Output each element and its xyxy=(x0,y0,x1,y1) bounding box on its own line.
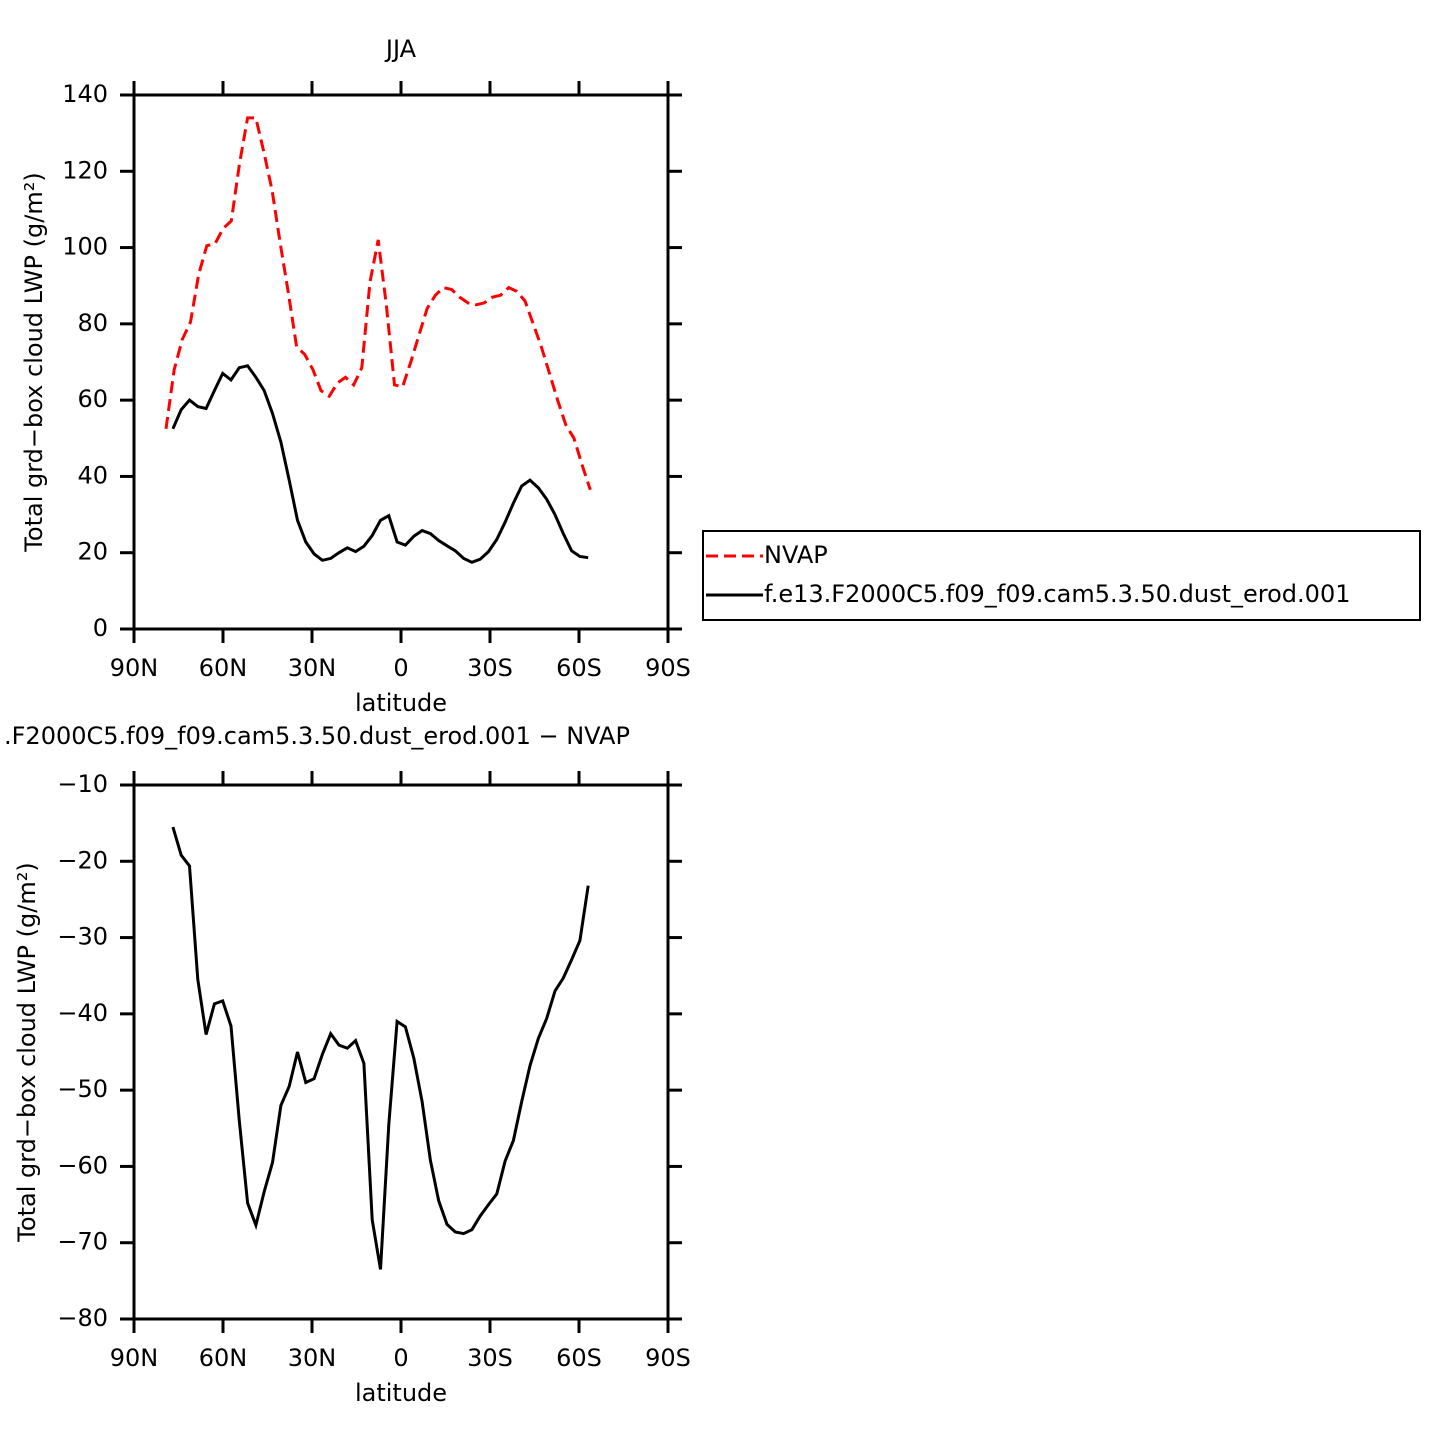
y-tick-label: −70 xyxy=(57,1228,108,1256)
y-tick-label: −40 xyxy=(57,999,108,1027)
x-tick-label: 90S xyxy=(645,654,691,682)
legend-box xyxy=(702,530,1421,621)
y-tick-label: −60 xyxy=(57,1151,108,1179)
x-tick-label: 60N xyxy=(199,1344,248,1372)
y-tick-label: −80 xyxy=(57,1304,108,1332)
x-tick-label: 90S xyxy=(645,1344,691,1372)
data-line xyxy=(171,826,590,1270)
y-tick-label: 140 xyxy=(62,80,108,108)
legend-label: f.e13.F2000C5.f09_f09.cam5.3.50.dust_ero… xyxy=(764,580,1350,608)
data-line xyxy=(164,116,592,491)
chart-title: .F2000C5.f09_f09.cam5.3.50.dust_erod.001… xyxy=(4,722,630,750)
x-axis-label: latitude xyxy=(355,1379,447,1407)
x-tick-label: 0 xyxy=(393,654,408,682)
y-tick-label: 0 xyxy=(93,614,108,642)
x-tick-label: 60S xyxy=(556,1344,602,1372)
x-tick-label: 90N xyxy=(110,1344,159,1372)
chart-title: JJA xyxy=(384,35,417,63)
x-tick-label: 30S xyxy=(467,654,513,682)
plot-frame xyxy=(132,93,670,631)
data-line xyxy=(171,364,589,564)
legend-label: NVAP xyxy=(764,541,828,569)
y-tick-label: 20 xyxy=(77,538,108,566)
x-tick-label: 30N xyxy=(288,1344,337,1372)
x-tick-label: 30N xyxy=(288,654,337,682)
x-tick-label: 60S xyxy=(556,654,602,682)
y-tick-label: −20 xyxy=(57,846,108,874)
y-axis-label: Total grd−box cloud LWP (g/m²) xyxy=(20,172,48,552)
y-tick-label: 60 xyxy=(77,385,108,413)
x-axis-label: latitude xyxy=(355,689,447,717)
x-tick-label: 90N xyxy=(110,654,159,682)
y-tick-label: −50 xyxy=(57,1075,108,1103)
x-tick-label: 30S xyxy=(467,1344,513,1372)
y-tick-label: 40 xyxy=(77,461,108,489)
x-tick-label: 0 xyxy=(393,1344,408,1372)
y-tick-label: −10 xyxy=(57,770,108,798)
plot-frame xyxy=(132,783,670,1321)
y-tick-label: 100 xyxy=(62,233,108,261)
y-tick-label: 80 xyxy=(77,309,108,337)
y-tick-label: −30 xyxy=(57,923,108,951)
y-tick-label: 120 xyxy=(62,156,108,184)
y-axis-label: Total grd−box cloud LWP (g/m²) xyxy=(13,862,41,1242)
x-tick-label: 60N xyxy=(199,654,248,682)
